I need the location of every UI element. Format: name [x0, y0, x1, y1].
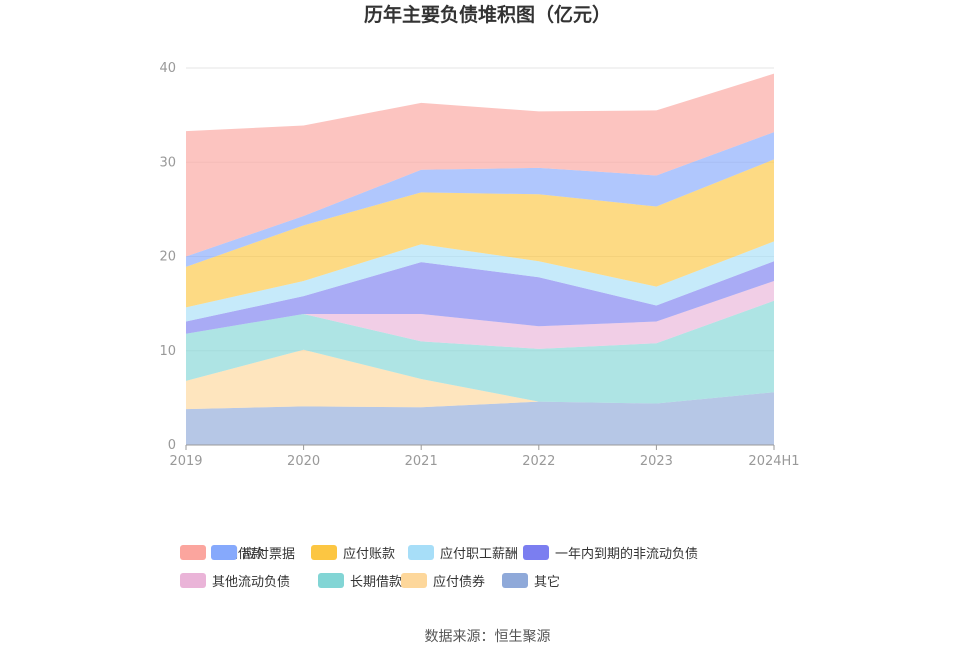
legend-item[interactable]: 应付职工薪酬: [408, 542, 518, 562]
y-tick-label: 20: [159, 250, 176, 265]
axes: 0 10 20 30 40 2019 2020 2021 2022 2023 2024H1: [159, 61, 799, 469]
legend-label: 应付账款: [343, 546, 396, 562]
area-长期借款: [186, 300, 774, 404]
legend-item[interactable]: 应付票据: [211, 542, 295, 562]
x-tick-label: 2023: [640, 454, 673, 469]
legend-item[interactable]: 一年内到期的非流动负债: [523, 542, 698, 562]
area-其他流动负债: [186, 281, 774, 349]
stacked-area-chart: 0 10 20 30 40 2019 2020 2021 2022 2023 2024H1: [159, 61, 799, 469]
x-tick-label: 2024H1: [748, 454, 799, 469]
source-note: 数据来源：恒生聚源: [424, 629, 551, 645]
x-tick-label: 2021: [405, 454, 438, 469]
area-应付票据: [186, 132, 774, 267]
legend-swatch: [523, 544, 549, 560]
legend-swatch: [502, 572, 528, 588]
legend-label: 其它: [534, 574, 561, 590]
legend-swatch: [408, 544, 434, 560]
legend-item[interactable]: 应付债券: [401, 570, 485, 590]
y-tick-label: 10: [159, 344, 176, 359]
legend-label: 其他流动负债: [212, 574, 291, 590]
legend-swatch: [211, 544, 237, 560]
area-应付账款: [186, 159, 774, 308]
legend-label: 应付职工薪酬: [440, 546, 519, 562]
x-tick-label: 2022: [522, 454, 555, 469]
x-tick-label: 2019: [169, 454, 202, 469]
area-应付债券: [186, 349, 774, 410]
legend-label: 应付债券: [433, 574, 486, 590]
legend-swatch: [180, 544, 206, 560]
area-短期借款: [186, 73, 774, 257]
legend-item[interactable]: 应付账款: [311, 542, 395, 562]
legend-label: 长期借款: [350, 574, 403, 590]
legend-item[interactable]: 其它: [502, 570, 560, 590]
legend-swatch: [180, 572, 206, 588]
area-一年内到期的非流动负债: [186, 261, 774, 334]
legend-swatch: [311, 544, 337, 560]
legend-label: 一年内到期的非流动负债: [555, 546, 699, 562]
area-其它: [186, 392, 774, 445]
area-应付职工薪酬: [186, 241, 774, 322]
y-tick-label: 30: [159, 155, 176, 170]
x-tick-label: 2020: [287, 454, 320, 469]
y-tick-label: 0: [168, 438, 176, 453]
legend-item[interactable]: 其他流动负债: [180, 570, 290, 590]
legend-swatch: [318, 572, 344, 588]
legend-item[interactable]: 长期借款: [318, 570, 402, 590]
series-areas: [186, 73, 774, 445]
chart-title: 历年主要负债堆积图（亿元）: [363, 4, 611, 26]
legend-swatch: [401, 572, 427, 588]
legend-label: 应付票据: [243, 546, 296, 562]
y-tick-label: 40: [159, 61, 176, 76]
